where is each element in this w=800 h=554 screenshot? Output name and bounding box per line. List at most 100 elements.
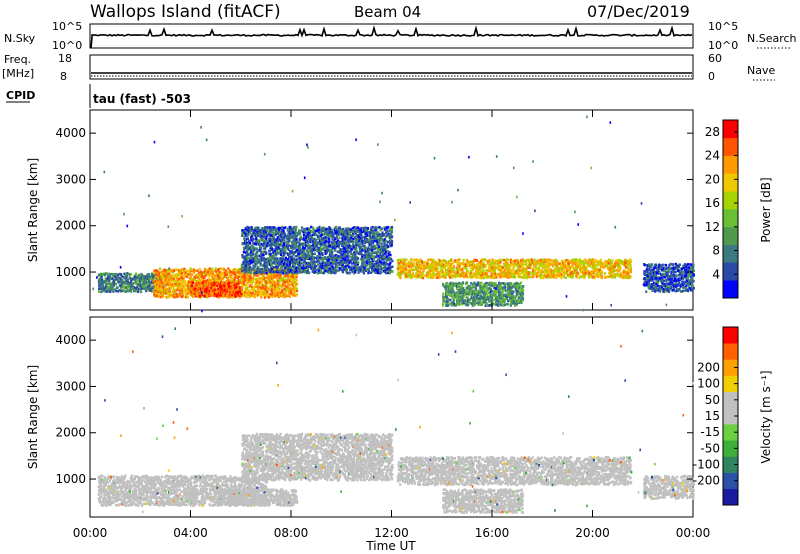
power-cell	[276, 282, 279, 286]
power-cell	[135, 282, 138, 285]
power-cell	[183, 275, 186, 279]
freq-unit: [MHz]	[2, 67, 34, 80]
power-cell	[256, 274, 259, 277]
power-cell	[365, 268, 368, 271]
power-cell	[167, 281, 170, 284]
power-cell	[220, 294, 223, 298]
power-cell	[318, 260, 321, 263]
power-cell	[249, 229, 252, 232]
power-cell	[123, 272, 126, 276]
power-cell	[264, 296, 267, 299]
power-cell	[125, 280, 128, 284]
power-cell	[98, 284, 101, 287]
power-cell	[99, 278, 102, 281]
power-cell	[218, 283, 222, 286]
power-cell	[280, 276, 283, 280]
power-cell	[247, 233, 250, 236]
power-cell	[262, 273, 265, 276]
power-cell	[271, 293, 274, 296]
power-cell	[277, 291, 281, 294]
nsky-trace	[90, 25, 693, 49]
power-cell	[251, 250, 255, 254]
freq-tick-bottom: 8	[60, 70, 67, 83]
power-cell	[229, 283, 233, 286]
power-cell	[100, 279, 103, 283]
power-cell	[169, 284, 172, 288]
power-cell	[213, 283, 216, 287]
power-cell	[206, 295, 209, 299]
power-cell	[450, 270, 453, 273]
power-cell	[246, 275, 249, 279]
power-cell	[295, 293, 299, 296]
power-cell	[204, 274, 207, 277]
power-cell	[352, 240, 355, 244]
power-cell	[183, 267, 186, 271]
power-cell	[273, 276, 276, 279]
power-cell	[230, 286, 233, 290]
power-cell	[249, 295, 252, 298]
power-cell	[294, 294, 297, 297]
power-cell	[214, 269, 217, 272]
power-cell	[187, 286, 190, 290]
power-cell	[253, 274, 256, 278]
power-cell	[214, 281, 218, 284]
power-cell	[243, 265, 246, 268]
power-cell	[312, 260, 315, 263]
power-cell	[164, 273, 167, 277]
power-cell	[255, 283, 258, 287]
power-cell	[242, 262, 245, 265]
power-cell	[106, 279, 109, 283]
power-cell	[240, 263, 244, 267]
power-cell	[170, 285, 173, 289]
power-cell	[209, 284, 212, 287]
power-cell	[191, 268, 194, 272]
power-cell	[518, 275, 521, 279]
power-cell	[265, 293, 268, 297]
power-cell	[482, 276, 485, 280]
power-cell	[295, 225, 298, 229]
power-cell	[192, 290, 195, 294]
power-cell	[272, 236, 275, 240]
power-cell	[293, 258, 296, 261]
power-cell	[266, 272, 270, 276]
power-cell	[296, 282, 299, 286]
power-cell	[275, 284, 278, 287]
power-cell	[284, 295, 287, 299]
power-cell	[348, 271, 351, 275]
power-cell	[284, 250, 287, 253]
power-cell	[223, 269, 226, 273]
power-cell	[243, 231, 246, 235]
power-cell	[150, 278, 154, 282]
power-cell	[251, 228, 254, 232]
power-cell	[269, 278, 272, 281]
power-cell	[258, 281, 261, 284]
nsearch-tick-bottom: 10^0	[708, 39, 738, 52]
power-cell	[262, 284, 265, 288]
power-cell	[176, 276, 179, 280]
power-cell	[252, 245, 255, 249]
power-cell	[125, 274, 128, 277]
power-cell	[176, 295, 179, 299]
power-cell	[273, 281, 276, 284]
power-cell	[235, 280, 238, 284]
power-cell	[469, 263, 472, 267]
power-cell	[202, 283, 205, 287]
power-cell	[181, 287, 184, 290]
power-cell	[284, 274, 287, 278]
power-cell	[155, 289, 158, 293]
power-cell	[293, 278, 296, 281]
power-cell	[575, 275, 578, 279]
power-cell	[260, 293, 263, 296]
power-cell	[491, 258, 494, 262]
power-cell	[135, 289, 138, 293]
power-cell	[112, 274, 115, 278]
power-cell	[257, 287, 260, 291]
power-cell	[256, 279, 259, 283]
power-cell	[202, 292, 205, 296]
power-cell	[245, 266, 248, 269]
power-cell	[252, 257, 255, 260]
power-cell	[157, 282, 160, 286]
power-cell	[137, 283, 140, 286]
power-cell	[101, 289, 104, 293]
power-cell	[153, 290, 156, 294]
